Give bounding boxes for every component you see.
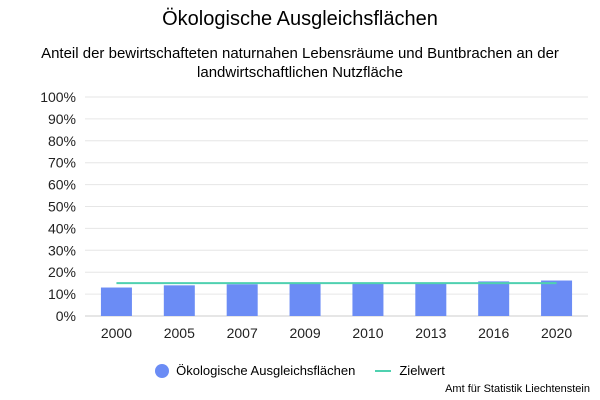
bar[interactable] [226,284,258,316]
chart-title: Ökologische Ausgleichsflächen [162,8,438,30]
y-tick-label: 40% [48,220,76,236]
chart-subtitle: Anteil der bewirtschafteten naturnahen L… [41,45,559,81]
y-tick-label: 60% [48,177,76,193]
bar[interactable] [163,285,195,316]
y-tick-label: 70% [48,155,76,171]
bar[interactable] [352,283,384,316]
legend-marker-circle-icon [155,363,170,378]
legend-item-bars[interactable]: Ökologische Ausgleichsflächen [155,363,355,378]
bar[interactable] [100,287,132,316]
bar[interactable] [541,280,573,316]
x-tick-label: 2009 [289,325,320,341]
x-tick-label: 2000 [101,325,132,341]
bar[interactable] [415,283,447,316]
legend-label-target: Zielwert [399,363,445,378]
x-tick-label: 2020 [541,325,572,341]
x-tick-label: 2007 [227,325,258,341]
y-tick-label: 20% [48,264,76,280]
legend-marker-line-icon [375,369,392,372]
y-tick-label: 100% [40,89,76,105]
x-tick-label: 2010 [352,325,383,341]
legend: Ökologische Ausgleichsflächen Zielwert [0,363,600,378]
y-tick-label: 50% [48,199,76,215]
x-axis-ticks: 2000 2005 2007 2009 2010 2013 2016 2020 [101,325,572,341]
legend-item-target[interactable]: Zielwert [375,363,445,378]
source-credit: Amt für Statistik Liechtenstein [445,383,590,395]
y-tick-label: 80% [48,133,76,149]
x-tick-label: 2013 [415,325,446,341]
bar-series [100,280,573,316]
bar[interactable] [289,283,321,316]
x-tick-label: 2005 [164,325,195,341]
y-axis-ticks: 0% 10% 20% 30% 40% 50% 60% 70% 80% 90% 100% [40,89,76,324]
y-tick-label: 30% [48,242,76,258]
y-tick-label: 90% [48,111,76,127]
y-tick-label: 0% [56,308,76,324]
legend-label-bars: Ökologische Ausgleichsflächen [176,363,356,378]
x-tick-label: 2016 [478,325,509,341]
y-tick-label: 10% [48,286,76,302]
bar[interactable] [478,281,510,316]
